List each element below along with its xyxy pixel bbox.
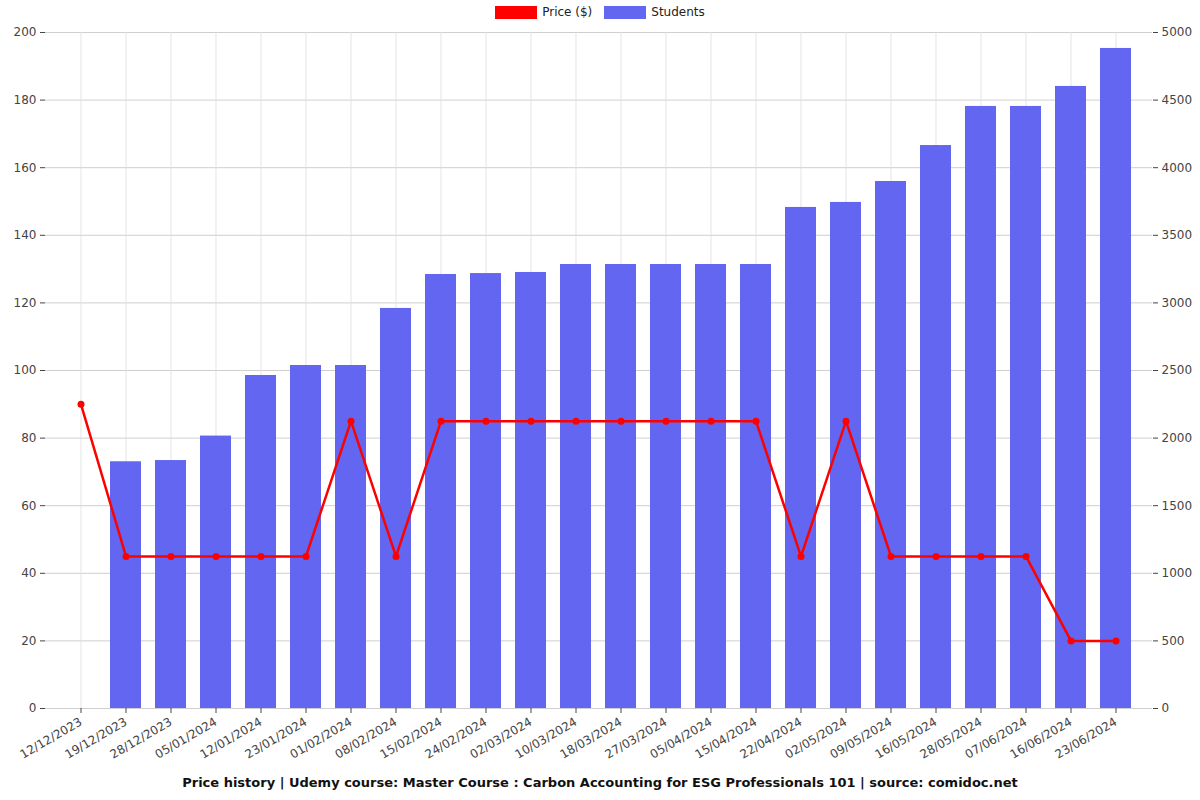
svg-text:19/12/2023: 19/12/2023	[62, 714, 130, 762]
svg-text:22/04/2024: 22/04/2024	[737, 714, 805, 762]
svg-text:28/05/2024: 28/05/2024	[917, 714, 985, 762]
svg-text:12/01/2024: 12/01/2024	[197, 714, 265, 762]
svg-text:16/06/2024: 16/06/2024	[1007, 714, 1075, 762]
svg-text:24/02/2024: 24/02/2024	[422, 714, 490, 762]
svg-text:60: 60	[21, 499, 36, 513]
html-text:Price history | Udemy course:: Price history | Udemy course: Master Cou…	[182, 775, 1018, 790]
svg-text:3500: 3500	[1162, 228, 1193, 242]
svg-text:05/01/2024: 05/01/2024	[152, 714, 220, 762]
svg-text:07/06/2024: 07/06/2024	[962, 714, 1030, 762]
svg-text:01/02/2024: 01/02/2024	[287, 714, 355, 762]
svg-text:120: 120	[14, 296, 37, 310]
svg-text:2000: 2000	[1162, 431, 1193, 445]
svg-text:23/06/2024: 23/06/2024	[1053, 715, 1120, 762]
svg-text:3000: 3000	[1162, 296, 1193, 310]
svg-text:180: 180	[14, 93, 37, 107]
svg-text:23/01/2024: 23/01/2024	[242, 714, 310, 762]
svg-text:160: 160	[14, 161, 37, 175]
svg-text:1500: 1500	[1162, 499, 1193, 513]
svg-text:09/05/2024: 09/05/2024	[827, 714, 895, 762]
svg-text:15/04/2024: 15/04/2024	[692, 714, 760, 762]
svg-text:40: 40	[21, 566, 36, 580]
svg-text:12/12/2023: 12/12/2023	[17, 714, 85, 762]
svg-text:05/04/2024: 05/04/2024	[647, 714, 715, 762]
svg-text:1000: 1000	[1162, 566, 1193, 580]
svg-text:16/05/2024: 16/05/2024	[872, 714, 940, 762]
svg-text:140: 140	[14, 228, 37, 242]
svg-text:100: 100	[14, 363, 37, 377]
svg-text:0: 0	[29, 701, 37, 715]
svg-text:2500: 2500	[1162, 363, 1193, 377]
svg-text:18/03/2024: 18/03/2024	[557, 714, 625, 762]
svg-text:4500: 4500	[1162, 93, 1193, 107]
svg-text:4000: 4000	[1162, 161, 1193, 175]
svg-text:28/12/2023: 28/12/2023	[107, 714, 175, 762]
svg-text:02/03/2024: 02/03/2024	[467, 714, 535, 762]
svg-text:500: 500	[1162, 634, 1185, 648]
svg-text:10/03/2024: 10/03/2024	[512, 714, 580, 762]
svg-text:02/05/2024: 02/05/2024	[782, 714, 850, 762]
svg-text:08/02/2024: 08/02/2024	[332, 714, 400, 762]
svg-text:15/02/2024: 15/02/2024	[377, 714, 445, 762]
svg-text:80: 80	[21, 431, 36, 445]
svg-text:20: 20	[21, 634, 36, 648]
svg-text:0: 0	[1162, 701, 1170, 715]
html-text:Price ($): Price ($)	[542, 5, 593, 19]
svg-text:5000: 5000	[1162, 25, 1193, 39]
html-text:Students: Students	[651, 5, 705, 19]
svg-text:200: 200	[14, 25, 37, 39]
svg-text:27/03/2024: 27/03/2024	[602, 714, 670, 762]
